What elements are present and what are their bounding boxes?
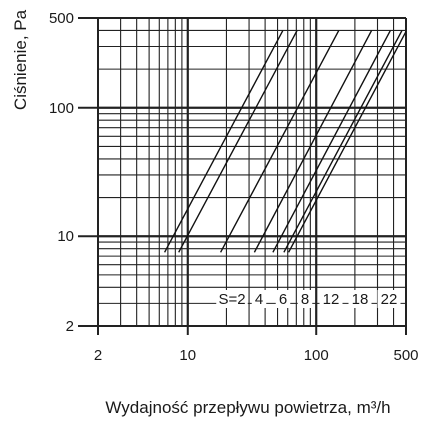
y-axis-title: Ciśnienie, Pa — [11, 9, 30, 110]
x-tick-label: 100 — [304, 347, 329, 364]
x-tick-label: 500 — [393, 347, 418, 364]
series-line-s6 — [219, 30, 340, 253]
y-tick-label: 100 — [49, 100, 74, 117]
curve-label-bg — [251, 290, 267, 308]
series-lines — [163, 30, 406, 253]
curve-label-s2: S=2 — [218, 291, 245, 308]
curve-label-s6: 6 — [279, 291, 287, 308]
curve-label-s8: 8 — [301, 291, 309, 308]
curve-label-bg — [319, 290, 343, 308]
series-line-s8 — [253, 30, 373, 253]
curve-label-bg — [297, 290, 313, 308]
x-tick-label: 2 — [94, 347, 102, 364]
curve-label-bg — [216, 290, 248, 308]
curve-labels: S=2 4 6 8 12 18 22 — [216, 290, 401, 308]
series-line-s4 — [178, 30, 298, 253]
series-line-s2 — [163, 30, 284, 253]
y-tick-label: 10 — [57, 228, 74, 245]
curve-label-s18: 18 — [352, 291, 369, 308]
curve-label-s22: 22 — [381, 291, 398, 308]
curve-label-s4: 4 — [255, 291, 263, 308]
tick-labels: 2 10 100 500 2 10 100 500 — [49, 10, 419, 364]
x-axis-title: Wydajność przepływu powietrza, m³/h — [105, 398, 390, 417]
curve-label-s12: 12 — [323, 291, 340, 308]
curve-label-bg — [275, 290, 291, 308]
grid — [97, 17, 407, 327]
x-tick-label: 10 — [179, 347, 196, 364]
series-line-s18 — [283, 30, 403, 253]
curve-label-bg — [377, 290, 401, 308]
series-line-s12 — [272, 30, 392, 253]
y-tick-label: 2 — [66, 318, 74, 335]
y-tick-label: 500 — [49, 10, 74, 27]
axes — [78, 17, 407, 335]
series-line-s22 — [287, 30, 406, 253]
curve-label-bg — [348, 290, 372, 308]
